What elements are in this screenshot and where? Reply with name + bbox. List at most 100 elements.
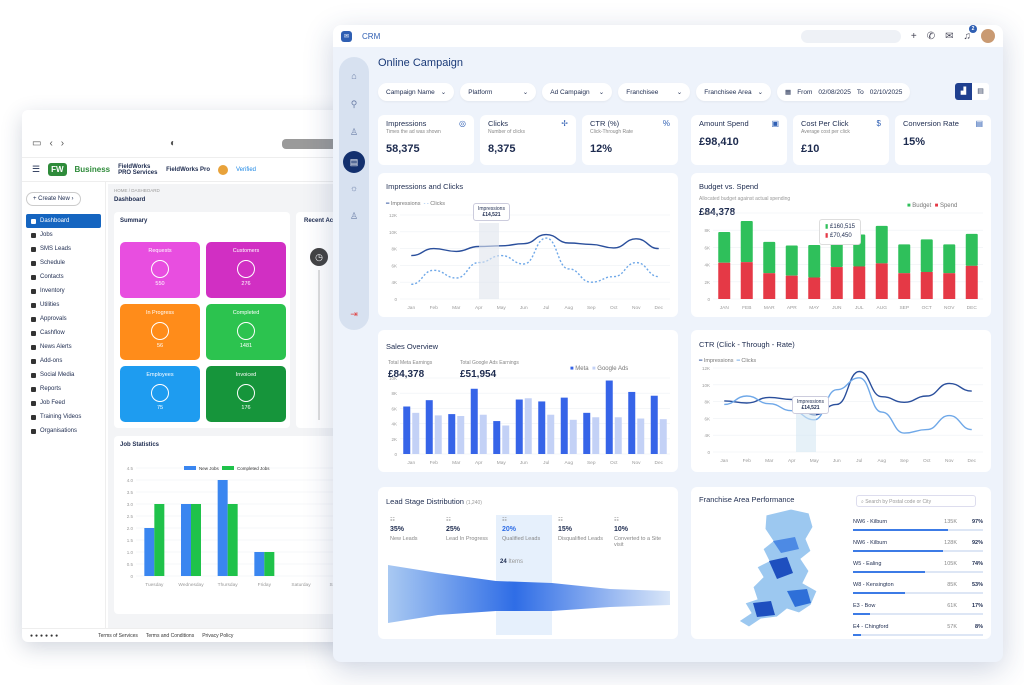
phone-icon[interactable]: ✆	[926, 30, 936, 42]
sidebar-item-add-ons[interactable]: Add-ons	[26, 354, 101, 368]
kpi-label: Conversion Rate	[903, 119, 959, 128]
menu-icon[interactable]: ☰	[32, 164, 41, 174]
franchise-row[interactable]: NW6 - Kilburn 135K 97%	[853, 519, 983, 531]
user-avatar[interactable]	[218, 164, 228, 175]
franchise-row[interactable]: NW6 - Kilburn 128K 92%	[853, 540, 983, 552]
summary-tile-in-progress[interactable]: In Progress 56	[120, 304, 200, 360]
sidebar-item-cashflow[interactable]: Cashflow	[26, 326, 101, 340]
franchise-row[interactable]: W8 - Kensington 85K 53%	[853, 582, 983, 594]
home-icon[interactable]: ⌂	[351, 71, 357, 81]
franchise-row[interactable]: E4 - Chingford 57K 8%	[853, 624, 983, 636]
summary-tile-employees[interactable]: Employees 75	[120, 366, 200, 422]
team-icon[interactable]: ♙	[349, 211, 359, 221]
x-tick-label: Jul	[856, 458, 862, 464]
filter-franchisee-area[interactable]: Franchisee Area ⌄	[696, 83, 772, 101]
sidebar-item-sms-leads[interactable]: SMS Leads	[26, 242, 101, 256]
lead-stage-converted-to-a-site-visit[interactable]: ☷ 10% Converted to a Site visit	[614, 517, 664, 548]
lead-stage-new-leads[interactable]: ☷ 35% New Leads	[390, 517, 440, 542]
url-bar[interactable]	[282, 138, 362, 149]
tooltip-spend: £70,450	[829, 233, 852, 239]
bar-spend	[808, 277, 821, 299]
social-icons[interactable]: ●●●●●●	[30, 632, 61, 639]
x-tick-label: Dec	[967, 458, 976, 464]
sidebar-item-organisations[interactable]: Organisations	[26, 424, 101, 438]
franchise-row[interactable]: E3 - Bow 61K 17%	[853, 603, 983, 615]
summary-tile-customers[interactable]: Customers 276	[206, 242, 286, 298]
x-tick-label: Mar	[452, 305, 461, 311]
franchise-search-input[interactable]: ⌕ Search by Postal code or City	[856, 495, 976, 507]
search-input[interactable]	[800, 29, 901, 43]
create-new-button[interactable]: + Create New ›	[26, 192, 81, 206]
summary-tile-invoiced[interactable]: Invoiced 176	[206, 366, 286, 422]
summary-tile-requests[interactable]: Requests 550	[120, 242, 200, 298]
kpi-ctr-: CTR (%) Click-Through Rate 12%%	[582, 115, 678, 165]
budget-spend-panel: Budget vs. Spend Allocated budget agains…	[691, 173, 991, 317]
sidebar-item-job-feed[interactable]: Job Feed	[26, 396, 101, 410]
link-icon[interactable]: ⚲	[350, 99, 358, 109]
forward-arrow-icon[interactable]: ›	[60, 138, 65, 149]
filter-ad-campaign[interactable]: Ad Campaign ⌄	[542, 83, 613, 101]
filter-platform[interactable]: Platform ⌄	[460, 83, 537, 101]
sidebar-item-label: Cashflow	[40, 330, 65, 336]
sidebar-item-jobs[interactable]: Jobs	[26, 228, 101, 242]
sidebar: + Create New › Dashboard Jobs SMS Leads Sch…	[22, 182, 106, 628]
date-range-picker[interactable]: ▦ From 02/08/2025 To 02/10/2025	[777, 83, 911, 101]
legend-swatch	[184, 466, 196, 470]
bar-spend	[898, 273, 911, 299]
franchise-bar-fill	[853, 529, 948, 531]
footer-link-terms[interactable]: Terms of Services	[98, 632, 138, 639]
sidebar-item-approvals[interactable]: Approvals	[26, 312, 101, 326]
logout-icon[interactable]: ⇥	[350, 309, 358, 319]
bulb-icon[interactable]: ☼	[349, 183, 359, 193]
sidebar-item-inventory[interactable]: Inventory	[26, 284, 101, 298]
kpi-label: Impressions	[386, 119, 427, 128]
avatar[interactable]	[981, 29, 995, 43]
franchise-row[interactable]: W5 - Ealing 105K 74%	[853, 561, 983, 573]
mail-icon[interactable]: ✉	[945, 30, 954, 42]
x-tick-label: Sep	[900, 458, 909, 464]
filter-label: Platform	[468, 88, 493, 96]
cash-icon: ▣	[771, 119, 779, 128]
sidebar-item-icon	[31, 344, 36, 350]
sidebar-item-utilities[interactable]: Utilities	[26, 298, 101, 312]
bar-new-jobs	[144, 528, 155, 576]
franchise-name: NW6 - Kilburn	[853, 540, 888, 546]
sidebar-item-contacts[interactable]: Contacts	[26, 270, 101, 284]
filter-bar: Campaign Name ⌄ Platform ⌄ Ad Campaign ⌄ Fr…	[378, 83, 911, 101]
sidebar-item-label: Utilities	[40, 302, 60, 308]
users-icon[interactable]: ♙	[349, 127, 359, 137]
google-earnings-label: Total Google Ads Earnings	[460, 360, 519, 366]
sidebar-item-dashboard[interactable]: Dashboard	[26, 214, 101, 228]
filter-franchisee[interactable]: Franchisee ⌄	[618, 83, 691, 101]
filter-campaign-name[interactable]: Campaign Name ⌄	[378, 83, 455, 101]
chart-view-icon[interactable]: ▟	[955, 83, 972, 100]
sidebar-item-news-alerts[interactable]: News Alerts	[26, 340, 101, 354]
footer-link-privacy[interactable]: Privacy Policy	[202, 632, 234, 639]
campaign-icon[interactable]: ▤	[343, 151, 365, 173]
bar-meta	[538, 401, 546, 454]
kpi-subtitle: Number of clicks	[488, 129, 525, 135]
sidebar-toggle-icon[interactable]: ▭	[32, 138, 42, 149]
back-arrow-icon[interactable]: ‹	[49, 138, 53, 149]
sidebar-item-reports[interactable]: Reports	[26, 382, 101, 396]
sidebar-item-icon	[31, 260, 36, 266]
kpi-value: 58,375	[386, 143, 420, 155]
sidebar-item-icon	[31, 400, 36, 406]
plus-icon[interactable]: +	[910, 30, 917, 42]
footer-link-conditions[interactable]: Terms and Conditions	[145, 632, 195, 639]
sidebar-item-social-media[interactable]: Social Media	[26, 368, 101, 382]
x-tick-label: Jul	[543, 460, 549, 466]
sidebar-item-training-videos[interactable]: Training Videos	[26, 410, 101, 424]
summary-tile-completed[interactable]: Completed 1481	[206, 304, 286, 360]
x-tick-label: Friday	[258, 582, 272, 588]
sidebar-item-schedule[interactable]: Schedule	[26, 256, 101, 270]
search-placeholder: Search by Postal code or City	[865, 499, 932, 505]
lead-stage-icon: ☷	[502, 517, 507, 523]
lead-stage-lead-in-progress[interactable]: ☷ 25% Lead In Progress	[446, 517, 496, 542]
table-view-icon[interactable]: ▤	[972, 83, 989, 100]
y-tick-label: 2.0	[127, 526, 134, 531]
bell-icon[interactable]: ♫ 2	[964, 25, 977, 42]
lead-stage-qualified-leads[interactable]: ☷ 20% Qualified Leads	[502, 517, 552, 542]
franchise-pct: 17%	[971, 603, 983, 609]
lead-stage-disqualified-leads[interactable]: ☷ 15% Disqualified Leads	[558, 517, 608, 542]
